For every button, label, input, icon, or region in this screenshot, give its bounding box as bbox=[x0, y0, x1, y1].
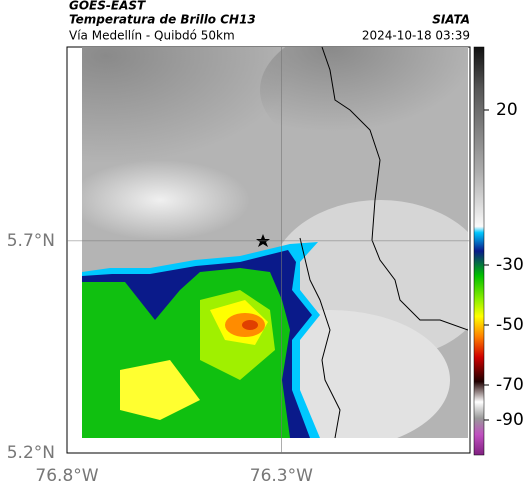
datetime: 2024-10-18 03:39 bbox=[362, 29, 470, 43]
colorbar-label: -50 bbox=[496, 315, 524, 335]
colorbar bbox=[473, 46, 485, 456]
title: Temperatura de Brillo CH13 bbox=[69, 13, 256, 27]
location: Vía Medellín - Quibdó 50km bbox=[69, 29, 235, 43]
colorbar-label: 20 bbox=[496, 100, 518, 120]
colorbar-label: -90 bbox=[496, 410, 524, 430]
x-tick-label: 76.3°W bbox=[250, 466, 313, 486]
source: SIATA bbox=[432, 13, 470, 27]
colorbar-label: -70 bbox=[496, 375, 524, 395]
colorbar-label: -30 bbox=[496, 255, 524, 275]
x-tick-label: 76.8°W bbox=[35, 466, 98, 486]
satellite: GOES-EAST bbox=[69, 0, 146, 13]
y-tick-label: 5.7°N bbox=[7, 231, 55, 251]
satellite-image bbox=[82, 47, 468, 438]
y-tick-label: 5.2°N bbox=[7, 443, 55, 463]
city-marker bbox=[256, 234, 270, 247]
